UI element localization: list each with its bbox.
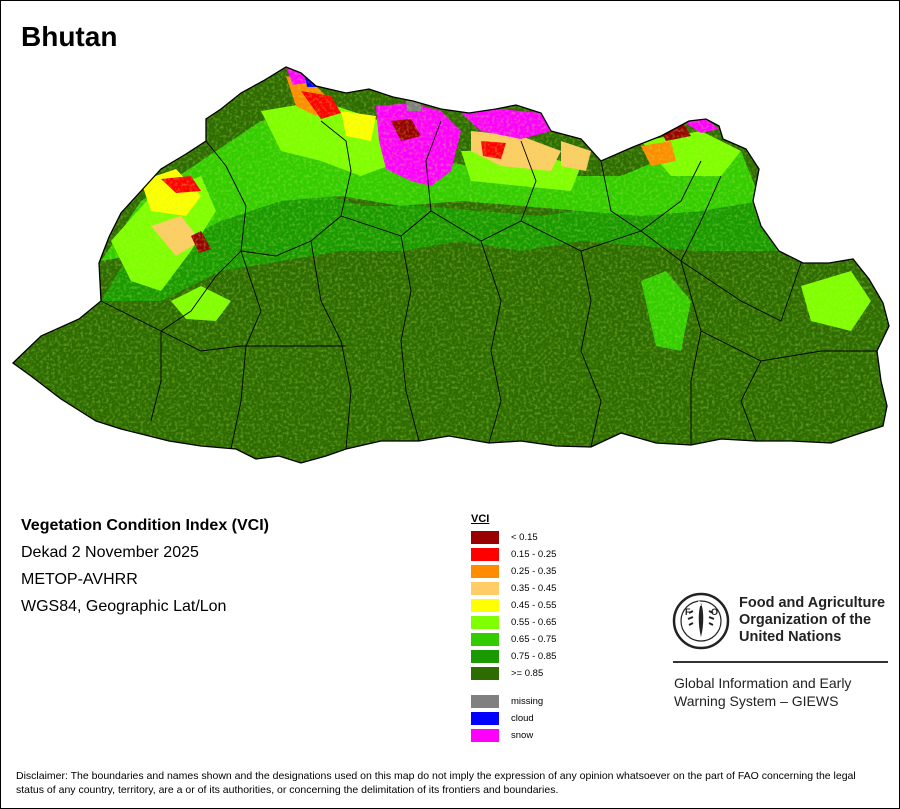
period-label: Dekad 2 November 2025 — [21, 544, 199, 561]
giews-line: Global Information and Early — [674, 675, 852, 691]
vci-raster — [13, 67, 889, 463]
legend-label: snow — [511, 730, 534, 741]
fao-logo-letter-f: F — [685, 607, 691, 617]
legend-item: 0.55 - 0.65 — [471, 616, 671, 629]
legend-label: 0.35 - 0.45 — [511, 583, 557, 594]
fao-name-line: United Nations — [739, 629, 842, 645]
legend: VCI < 0.15 0.15 - 0.25 0.25 - 0.35 0.35 - 0… — [471, 513, 556, 742]
divider — [673, 661, 888, 663]
legend-swatch — [471, 633, 499, 646]
vci-map — [12, 66, 890, 464]
legend-item: 0.15 - 0.25 — [471, 548, 671, 561]
legend-item: cloud — [471, 712, 671, 725]
legend-label: >= 0.85 — [511, 668, 544, 679]
fao-logo-letter-o: O — [711, 607, 718, 617]
legend-title: VCI — [471, 513, 490, 525]
legend-label: 0.65 - 0.75 — [511, 634, 557, 645]
legend-swatch — [471, 548, 499, 561]
legend-label: missing — [511, 696, 544, 707]
legend-item: 0.45 - 0.55 — [471, 599, 671, 612]
legend-swatch — [471, 582, 499, 595]
legend-swatch — [471, 712, 499, 725]
projection-label: WGS84, Geographic Lat/Lon — [21, 598, 227, 615]
legend-label: 0.45 - 0.55 — [511, 600, 557, 611]
legend-item: 0.35 - 0.45 — [471, 582, 671, 595]
legend-label: 0.25 - 0.35 — [511, 566, 557, 577]
legend-item: missing — [471, 695, 671, 708]
index-name: Vegetation Condition Index (VCI) — [21, 517, 269, 534]
legend-label: 0.55 - 0.65 — [511, 617, 557, 628]
legend-swatch — [471, 599, 499, 612]
fao-name-line: Food and Agriculture — [739, 595, 886, 611]
legend-item: 0.25 - 0.35 — [471, 565, 671, 578]
map-title: Bhutan — [21, 21, 118, 52]
legend-swatch — [471, 729, 499, 742]
district-boundaries — [100, 120, 877, 450]
legend-swatch — [471, 531, 499, 544]
legend-label: cloud — [511, 713, 534, 724]
legend-label: 0.15 - 0.25 — [511, 549, 557, 560]
legend-swatch — [471, 650, 499, 663]
legend-swatch — [471, 616, 499, 629]
legend-item: < 0.15 — [471, 531, 671, 544]
legend-item: snow — [471, 729, 671, 742]
fao-logo-icon: F A O — [672, 592, 730, 650]
legend-swatch — [471, 667, 499, 680]
giews-line: Warning System – GIEWS — [674, 693, 839, 709]
fao-logo-letter-a: A — [697, 601, 702, 608]
legend-swatch — [471, 565, 499, 578]
legend-label: 0.75 - 0.85 — [511, 651, 557, 662]
legend-item: >= 0.85 — [471, 667, 671, 680]
map-info: Vegetation Condition Index (VCI) Dekad 2… — [21, 517, 269, 625]
fao-name-line: Organization of the — [739, 612, 872, 628]
legend-item: 0.75 - 0.85 — [471, 650, 671, 663]
disclaimer: Disclaimer: The boundaries and names sho… — [16, 770, 856, 796]
sensor-label: METOP-AVHRR — [21, 571, 138, 588]
fao-name: Food and Agriculture Organization of the… — [739, 595, 885, 646]
legend-label: < 0.15 — [511, 532, 538, 543]
legend-item: 0.65 - 0.75 — [471, 633, 671, 646]
legend-swatch — [471, 695, 499, 708]
giews-name: Global Information and Early Warning Sys… — [674, 674, 851, 710]
